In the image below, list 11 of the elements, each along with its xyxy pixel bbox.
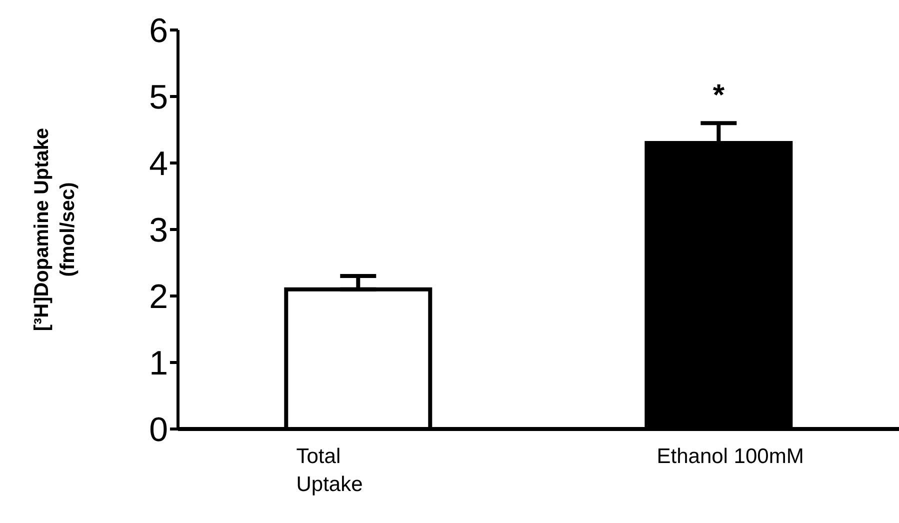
y-tick-label: 1: [149, 344, 168, 383]
y-tick-label: 2: [149, 278, 168, 316]
x-tick-label: Total Uptake: [296, 445, 363, 496]
y-tick-label: 0: [149, 411, 168, 450]
annotation: *: [712, 79, 725, 112]
x-tick-label: Ethanol 100mM: [656, 445, 804, 468]
y-tick-label: 3: [149, 212, 168, 250]
y-tick-label: 4: [149, 145, 168, 184]
y-tick-label: 5: [149, 78, 168, 117]
y-axis-title: [³H]Dopamine Uptake (fmol/sec): [31, 128, 79, 332]
y-tick-label: 6: [149, 12, 168, 50]
